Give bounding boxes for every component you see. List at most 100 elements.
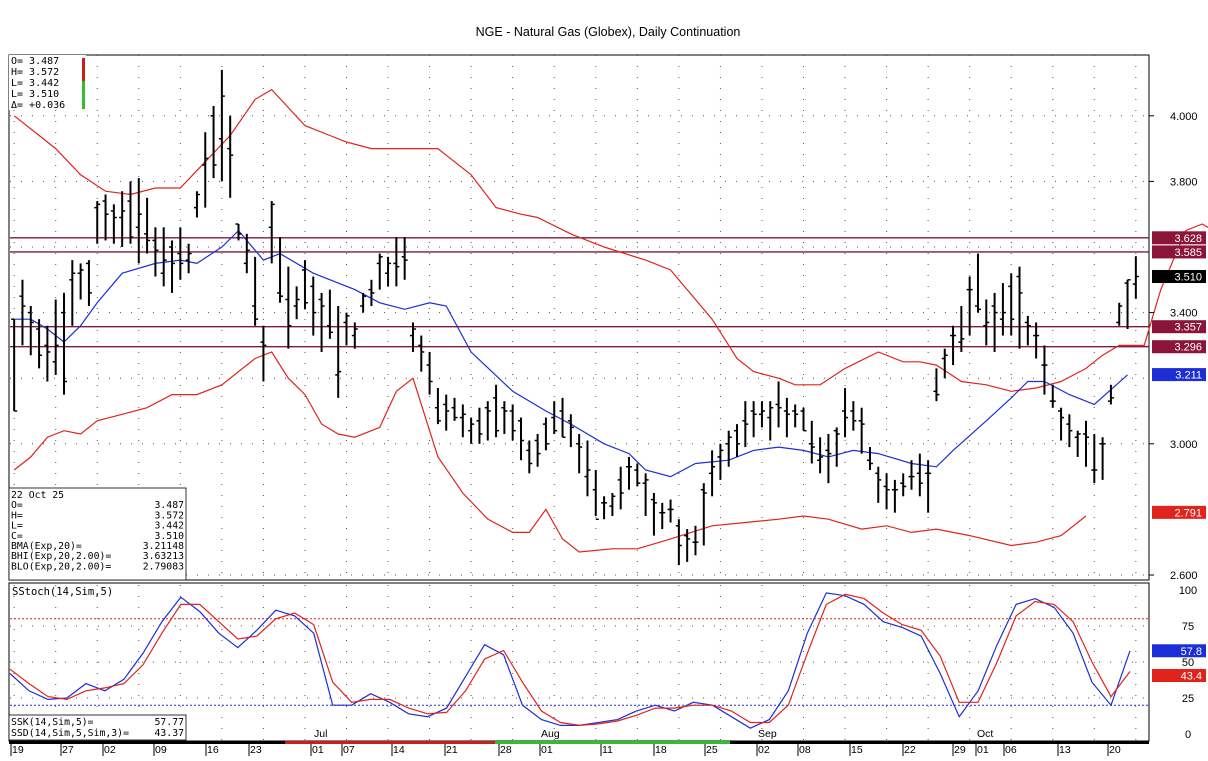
x-axis-tick-label: 07 [343, 744, 355, 756]
price-label-bg [1152, 245, 1206, 259]
x-axis-tick-label: 14 [393, 744, 405, 756]
ohlc-bar [409, 322, 416, 352]
stochastic-series [9, 592, 1131, 729]
x-axis-tick-label: 23 [250, 744, 262, 756]
ohlc-bar [152, 227, 159, 277]
ohlc-bar [684, 529, 691, 562]
x-axis: 19 27 02 09 16 23 01 07 14 21 28 01 11 18 25 02 08 15 22 29… [9, 728, 1149, 756]
ohlc-bar [642, 473, 649, 516]
x-axis-month-label: Aug [541, 728, 560, 740]
x-axis-month-label: Oct [977, 728, 993, 740]
ohlc-bar [459, 404, 466, 438]
stoch-box-value: 57.77 [155, 717, 185, 728]
ohlc-bar [526, 440, 533, 474]
price-axis-tick-label: 3.000 [1170, 439, 1198, 451]
info-box-label: BMA(Exp,20)= [11, 541, 82, 552]
ohlc-bar [376, 253, 383, 290]
ohlc-bar [343, 312, 350, 346]
price-label: 3.211 [1175, 370, 1202, 382]
stoch-box-value: 43.37 [155, 728, 185, 739]
ohlc-bar [1116, 302, 1123, 326]
price-axis-tick-label: 3.400 [1170, 308, 1198, 320]
ohlc-line-change: Δ= +0.036 [11, 100, 65, 111]
ohlc-bar [800, 407, 807, 432]
x-axis-tick-label: 22 [904, 744, 916, 756]
x-axis-tick-label: 13 [1059, 744, 1071, 756]
ohlc-bar [326, 289, 333, 339]
x-axis-tick-label: 01 [977, 744, 989, 756]
ohlc-bar [958, 306, 965, 352]
ohlc-bar [1091, 433, 1098, 484]
ohlc-bar [77, 263, 84, 300]
stoch-axis-tick-label: 75 [1182, 621, 1194, 633]
ohlc-bar [11, 318, 18, 412]
x-axis-month-label: Jul [314, 728, 327, 740]
ohlc-bar [177, 227, 184, 280]
ohlc-bar [235, 223, 242, 241]
price-label-bg [1152, 231, 1206, 245]
x-axis-tick-label: 16 [207, 744, 219, 756]
ohlc-bar [193, 191, 200, 218]
x-axis-tick-label: 19 [12, 744, 24, 756]
info-box-value: 3.21148 [143, 541, 184, 552]
ohlc-bar [783, 397, 790, 438]
ohlc-bar [318, 292, 325, 352]
ohlc-bar [883, 473, 890, 510]
ohlc-bar [941, 348, 948, 379]
stoch-label: 43.4 [1181, 671, 1202, 683]
chart-title: NGE - Natural Gas (Globex), Daily Contin… [476, 25, 741, 39]
info-box-label: H= [11, 510, 23, 521]
stoch-label-bg [1152, 669, 1206, 683]
info-box-value: 3.487 [155, 500, 185, 511]
x-axis-month-label: Sep [758, 728, 777, 740]
price-label-bg [1152, 270, 1206, 284]
ohlc-bar [426, 351, 433, 395]
ohlc-bar [351, 322, 358, 349]
bollinger-upper-line [13, 88, 1208, 392]
ohlc-line-last: L= 3.510 [11, 89, 59, 100]
ohlc-bar [617, 466, 624, 510]
ohlc-bar [567, 414, 574, 448]
ohlc-bar [285, 266, 292, 349]
info-box-label: L= [11, 521, 23, 532]
price-axis-tick-label: 4.000 [1170, 111, 1198, 123]
info-box-label: BLO(Exp,20,2.00)= [11, 561, 111, 572]
x-axis-tick-label: 20 [1109, 744, 1121, 756]
price-labels: 3.628 3.585 3.510 3.357 3.296 3.211 2.791 57.8 4… [1152, 231, 1206, 683]
ohlc-bar [1099, 437, 1106, 480]
ohlc-bar [160, 227, 167, 287]
stoch-box: SSK(14,Sim,5)= 57.77 SSD(14,Sim,5,Sim,3)= 4… [8, 714, 187, 741]
ohlc-bar [69, 260, 76, 326]
ohlc-bar [1016, 266, 1023, 349]
ohlc-bar [1049, 384, 1056, 408]
ohlc-bar [900, 473, 907, 497]
ohlc-bar [301, 260, 308, 310]
ohlc-bar [725, 430, 732, 467]
bollinger-bands [13, 88, 1208, 553]
ohlc-bar [385, 256, 392, 287]
ohlc-bar [476, 407, 483, 444]
x-axis-tick-label: 06 [1005, 744, 1017, 756]
ohlc-bar [1058, 407, 1065, 441]
ohlc-bar [44, 325, 51, 382]
ohlc-box: O= 3.487 H= 3.572 L= 3.442 L= 3.510 Δ= +… [9, 55, 86, 111]
ohlc-bar [576, 433, 583, 474]
ohlc-bar [85, 260, 92, 307]
price-label: 3.510 [1174, 272, 1202, 284]
ohlc-bar [119, 191, 126, 247]
ohlc-bar [659, 502, 666, 530]
ohlc-bar [102, 194, 109, 241]
x-axis-tick-label: 28 [500, 744, 512, 756]
x-axis-tick-label: 02 [104, 744, 116, 756]
stoch-label: 57.8 [1181, 646, 1202, 658]
ohlc-bar [875, 466, 882, 503]
ohlc-bar [401, 237, 408, 280]
ohlc-bar [758, 401, 765, 428]
ohlc-bar [468, 417, 475, 444]
ohlc-bar [991, 292, 998, 352]
x-axis-tick-label: 09 [155, 744, 167, 756]
ohlc-bar [709, 450, 716, 497]
ohlc-bar [734, 424, 741, 457]
info-box-value: 3.63213 [143, 551, 184, 562]
ohlc-bar [634, 463, 641, 487]
